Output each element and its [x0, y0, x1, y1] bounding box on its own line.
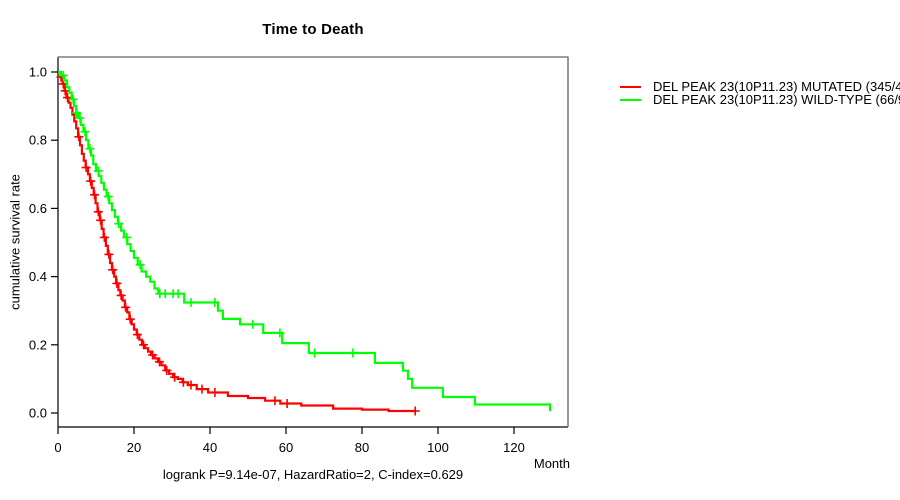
legend-item-mutated: DEL PEAK 23(10P11.23) MUTATED (345/45 — [620, 79, 900, 94]
svg-text:40: 40 — [203, 440, 217, 455]
svg-text:80: 80 — [355, 440, 369, 455]
legend-item-wildtype: DEL PEAK 23(10P11.23) WILD-TYPE (66/93) — [620, 92, 900, 107]
svg-text:0.0: 0.0 — [29, 406, 47, 421]
chart-title: Time to Death — [262, 21, 364, 38]
x-axis-label: Month — [533, 456, 570, 471]
svg-text:1.0: 1.0 — [29, 65, 47, 80]
svg-text:0.8: 0.8 — [29, 133, 47, 148]
svg-text:20: 20 — [127, 440, 141, 455]
legend-line-wildtype — [620, 98, 641, 101]
svg-text:0.4: 0.4 — [29, 269, 47, 284]
y-axis-label: cumulative survival rate — [7, 174, 23, 310]
legend: DEL PEAK 23(10P11.23) MUTATED (345/45 DE… — [620, 79, 900, 107]
legend-label-wildtype: DEL PEAK 23(10P11.23) WILD-TYPE (66/93) — [653, 92, 900, 107]
legend-line-mutated — [620, 85, 641, 88]
svg-text:120: 120 — [503, 440, 525, 455]
svg-text:0.6: 0.6 — [29, 201, 47, 216]
svg-text:0: 0 — [54, 440, 61, 455]
logrank-annotation: logrank P=9.14e-07, HazardRatio=2, C-ind… — [162, 467, 464, 482]
legend-label-mutated: DEL PEAK 23(10P11.23) MUTATED (345/45 — [653, 79, 900, 94]
svg-text:60: 60 — [279, 440, 293, 455]
svg-text:0.2: 0.2 — [29, 337, 47, 352]
svg-text:100: 100 — [427, 440, 449, 455]
